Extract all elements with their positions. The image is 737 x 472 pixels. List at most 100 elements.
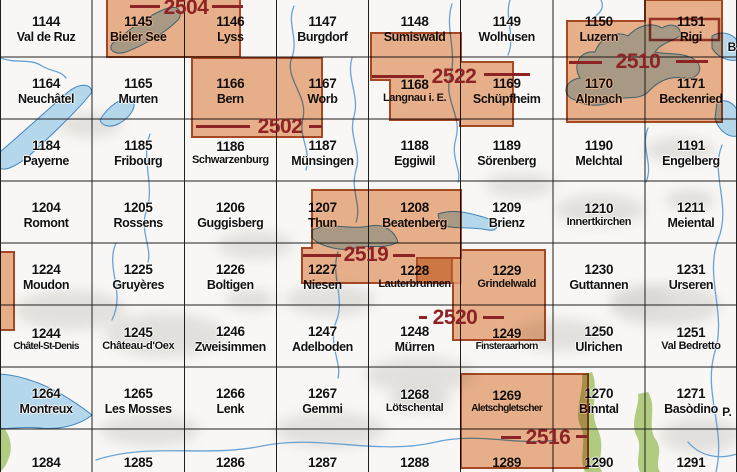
sheet-cell-1187[interactable]: 1187 Münsingen: [276, 119, 368, 181]
sheet-cell-1266[interactable]: 1266 Lenk: [184, 367, 276, 429]
sheet-cell-1189[interactable]: 1189 Sörenberg: [461, 119, 553, 181]
sheet-name: Gruyères: [112, 277, 165, 292]
sheet-number: 1246: [215, 324, 245, 340]
sheet-cell-1290[interactable]: 1290: [553, 429, 645, 472]
sheet-number: 1191: [676, 138, 705, 154]
sheet-name: Melchtal: [575, 153, 623, 168]
sheet-cell-1209[interactable]: 1209 Brienz: [461, 181, 553, 243]
sheet-cell-1204[interactable]: 1204 Romont: [0, 181, 92, 243]
sheet-name: Brienz: [488, 215, 525, 230]
sheet-number: 1284: [31, 455, 61, 471]
sheet-name: Guggisberg: [197, 215, 264, 230]
sheet-cell-1226[interactable]: 1226 Boltigen: [184, 243, 276, 305]
sheet-cell-1265[interactable]: 1265 Les Mosses: [92, 367, 184, 429]
sheet-cell-1291[interactable]: 1291: [645, 429, 737, 472]
sheet-number: 1230: [584, 262, 614, 278]
sheet-number: 1149: [492, 14, 521, 30]
composite-label-leader-2502: [309, 125, 322, 128]
sheet-number: 1148: [400, 14, 429, 30]
sheet-cell-1264[interactable]: 1264 Montreux: [0, 367, 92, 429]
composite-label-leader-2516: [576, 435, 587, 438]
sheet-inner-border: [648, 17, 721, 42]
sheet-cell-1271[interactable]: 1271 Basòdino: [645, 367, 737, 429]
sheet-cell-1165[interactable]: 1165 Murten: [92, 57, 184, 119]
sheet-number: 1267: [308, 386, 337, 402]
sheet-cell-1188[interactable]: 1188 Eggiwil: [369, 119, 461, 181]
sheet-cell-1288[interactable]: 1288: [369, 429, 461, 472]
sheet-cell-1268[interactable]: 1268 Lötschental: [369, 367, 461, 429]
sheet-cell-1205[interactable]: 1205 Rossens: [92, 181, 184, 243]
sheet-cell-1184[interactable]: 1184 Payerne: [0, 119, 92, 181]
composite-region-2522[interactable]: [370, 32, 514, 127]
sheet-cell-1246[interactable]: 1246 Zweisimmen: [184, 305, 276, 367]
sheet-number: 1164: [32, 76, 61, 92]
sheet-cell-1248[interactable]: 1248 Mürren: [369, 305, 461, 367]
sheet-cell-1244[interactable]: 1244 Châtel-St-Denis: [0, 305, 92, 367]
sheet-name: Les Mosses: [104, 401, 172, 416]
sheet-cell-1286[interactable]: 1286: [184, 429, 276, 472]
sheet-cell-1147[interactable]: 1147 Burgdorf: [276, 0, 368, 57]
sheet-cell-1186[interactable]: 1186 Schwarzenburg: [184, 119, 276, 181]
sheet-cell-1210[interactable]: 1210 Innertkirchen: [553, 181, 645, 243]
sheet-number: 1206: [215, 200, 245, 216]
sheet-cell-1245[interactable]: 1245 Château-d'Oex: [92, 305, 184, 367]
sheet-number: 1270: [584, 386, 614, 402]
sheet-number: 1248: [400, 324, 429, 340]
sheet-cell-1267[interactable]: 1267 Gemmi: [276, 367, 368, 429]
sheet-cell-1230[interactable]: 1230 Guttannen: [553, 243, 645, 305]
sheet-number: 1251: [676, 325, 706, 341]
sheet-name: Eggiwil: [394, 153, 436, 168]
composite-region-2510[interactable]: [566, 0, 723, 123]
sheet-number: 1290: [584, 455, 614, 471]
composite-label-2504: 2504: [163, 0, 209, 19]
sheet-cell-1190[interactable]: 1190 Melchtal: [553, 119, 645, 181]
sheet-cell-1206[interactable]: 1206 Guggisberg: [184, 181, 276, 243]
composite-region-edge-strip[interactable]: [0, 251, 15, 331]
composite-label-leader-2510: [569, 61, 602, 64]
sheet-number: 1264: [31, 386, 61, 402]
sheet-number: 1250: [584, 324, 614, 340]
composite-region-2516[interactable]: [460, 373, 589, 469]
sheet-cell-1251[interactable]: 1251 Val Bedretto: [645, 305, 737, 367]
sheet-number: 1247: [308, 324, 337, 340]
sheet-number: 1225: [123, 262, 153, 278]
composite-label-leader-2502: [196, 125, 250, 128]
sheet-cell-1247[interactable]: 1247 Adelboden: [276, 305, 368, 367]
sheet-cell-1144[interactable]: 1144 Val de Ruz: [0, 0, 92, 57]
sheet-cell-1185[interactable]: 1185 Fribourg: [92, 119, 184, 181]
sheet-number: 1184: [32, 138, 61, 154]
sheet-cell-1287[interactable]: 1287: [276, 429, 368, 472]
sheet-number: 1287: [308, 455, 337, 471]
sheet-cell-1250[interactable]: 1250 Ulrichen: [553, 305, 645, 367]
sheet-name: Château-d'Oex: [102, 340, 175, 353]
sheet-number: 1245: [123, 325, 153, 341]
sheet-cell-1284[interactable]: 1284: [0, 429, 92, 472]
sheet-number: 1271: [676, 386, 706, 402]
sheet-number: 1285: [123, 455, 153, 471]
sheet-cell-1231[interactable]: 1231 Urseren: [645, 243, 737, 305]
sheet-name: Zweisimmen: [194, 339, 266, 354]
sheet-number: 1291: [676, 455, 706, 471]
sheet-cell-1285[interactable]: 1285: [92, 429, 184, 472]
sheet-cell-1270[interactable]: 1270 Binntal: [553, 367, 645, 429]
sheet-number: 1189: [492, 138, 521, 154]
sheet-number: 1190: [584, 138, 613, 154]
sheet-cell-1164[interactable]: 1164 Neuchâtel: [0, 57, 92, 119]
sheet-name: Schwarzenburg: [191, 154, 269, 167]
sheet-number: 1144: [32, 14, 61, 30]
sheet-name: Lötschental: [385, 402, 444, 415]
sheet-cell-1224[interactable]: 1224 Moudon: [0, 243, 92, 305]
sheet-name: Lauterbrunnen: [378, 278, 451, 291]
sheet-name: Basòdino: [664, 401, 718, 416]
green-band: [634, 392, 660, 472]
composite-label-2510: 2510: [615, 50, 661, 73]
sheet-cell-1191[interactable]: 1191 Engelberg: [645, 119, 737, 181]
sheet-cell-1225[interactable]: 1225 Gruyères: [92, 243, 184, 305]
sheet-cell-1211[interactable]: 1211 Meiental: [645, 181, 737, 243]
sheet-cell-1149[interactable]: 1149 Wolhusen: [461, 0, 553, 57]
sheet-number: 1209: [492, 200, 522, 216]
composite-region-2502[interactable]: [191, 57, 323, 138]
sheet-name: Guttannen: [569, 277, 629, 292]
composite-region-2519-2520-overlap: [416, 257, 453, 284]
composite-label-leader-2522: [484, 73, 530, 76]
